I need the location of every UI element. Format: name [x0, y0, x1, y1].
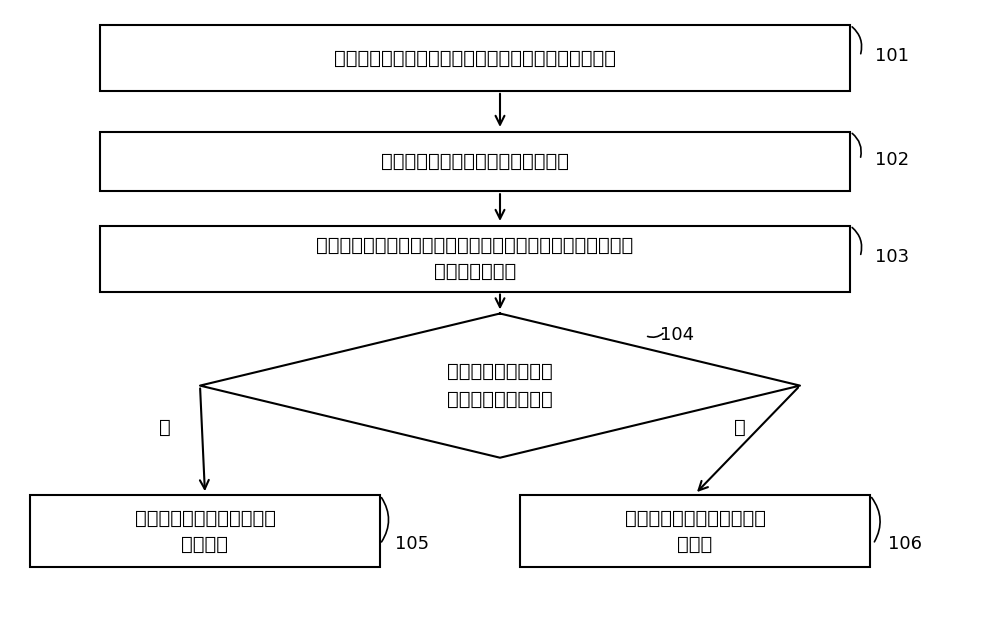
Text: 103: 103 — [875, 248, 909, 266]
Text: 102: 102 — [875, 151, 909, 169]
Text: 移动终端开启后，将天线的主载波带宽确定为工作频段: 移动终端开启后，将天线的主载波带宽确定为工作频段 — [334, 48, 616, 68]
FancyBboxPatch shape — [30, 495, 380, 567]
Text: 101: 101 — [875, 48, 909, 65]
Text: 判断主载波下行带宽
是否小于辅载波带宽: 判断主载波下行带宽 是否小于辅载波带宽 — [447, 362, 553, 409]
Text: 106: 106 — [888, 535, 922, 553]
Text: 105: 105 — [395, 535, 429, 553]
Text: 将辅载波带宽调整为天线的
工作频段: 将辅载波带宽调整为天线的 工作频段 — [134, 508, 276, 554]
Text: 当下行带间载波聚合模式开启时，获取天线的主载波下行带宽
以及辅载波带宽: 当下行带间载波聚合模式开启时，获取天线的主载波下行带宽 以及辅载波带宽 — [316, 236, 634, 282]
Text: 是: 是 — [159, 418, 171, 437]
Text: 104: 104 — [660, 327, 694, 344]
Text: 保持主载波带宽为天线的工
作频段: 保持主载波带宽为天线的工 作频段 — [625, 508, 766, 554]
Polygon shape — [200, 314, 800, 458]
FancyBboxPatch shape — [100, 226, 850, 292]
FancyBboxPatch shape — [520, 495, 870, 567]
Text: 否: 否 — [734, 418, 746, 437]
FancyBboxPatch shape — [100, 132, 850, 191]
FancyBboxPatch shape — [100, 25, 850, 91]
Text: 判断下行带间载波聚合模式是否开启: 判断下行带间载波聚合模式是否开启 — [381, 152, 569, 171]
